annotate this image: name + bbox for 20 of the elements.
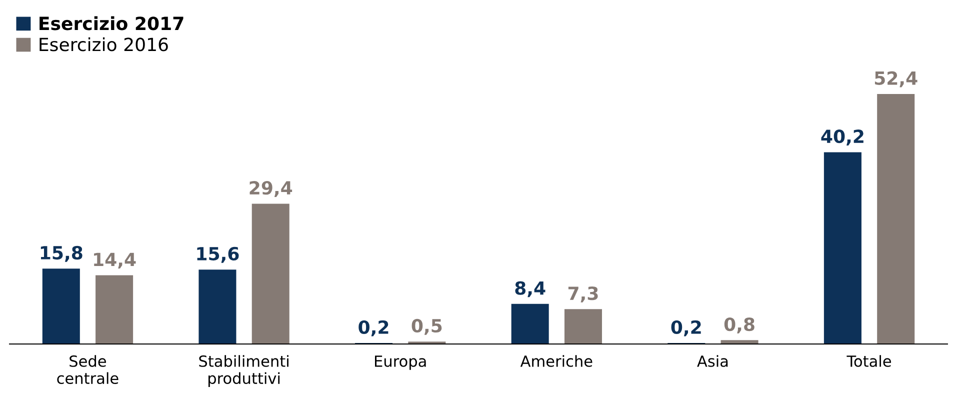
- data-label: 40,2: [821, 129, 864, 146]
- data-label: 8,4: [515, 281, 546, 298]
- data-label: 15,6: [197, 246, 239, 263]
- data-label: 7,3: [568, 286, 598, 302]
- legend-label: Esercizio 2017: [40, 16, 184, 30]
- data-label: 0,5: [412, 318, 442, 335]
- x-tick-label: Sede centrale: [57, 355, 118, 384]
- data-label: 0,2: [671, 320, 701, 336]
- x-tick-label: Asia: [697, 355, 728, 367]
- data-label: 15,8: [40, 246, 82, 262]
- x-tick-label: Americhe: [520, 355, 592, 367]
- data-label: 0,8: [724, 317, 754, 334]
- data-label: 14,4: [94, 252, 136, 269]
- data-label: 29,4: [250, 181, 292, 197]
- x-tick-label: Stabilimenti produttivi: [199, 355, 288, 388]
- x-tick-label: Europa: [375, 356, 426, 370]
- data-label: 52,4: [874, 71, 918, 88]
- legend-label: Esercizio 2016: [40, 37, 168, 52]
- x-tick-label: Totale: [846, 355, 891, 367]
- data-label: 0,2: [358, 320, 388, 336]
